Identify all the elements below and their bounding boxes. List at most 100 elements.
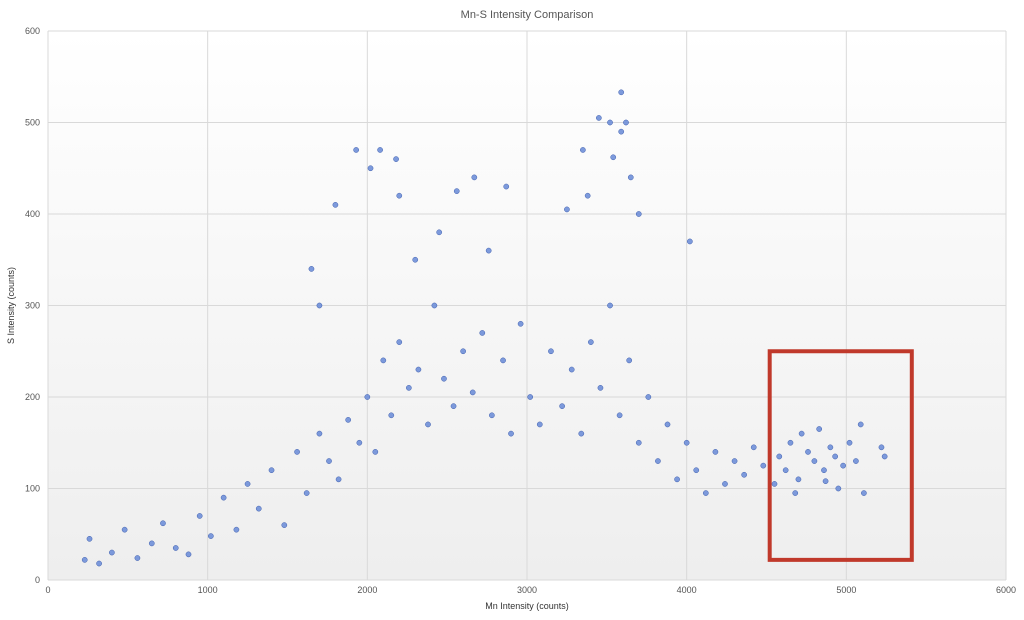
data-point [244, 481, 251, 487]
data-point [172, 545, 179, 551]
x-tick-label: 2000 [357, 585, 377, 595]
data-point [469, 389, 476, 396]
data-point [623, 119, 629, 126]
y-tick-label: 200 [25, 392, 40, 402]
y-tick-label: 500 [25, 118, 40, 128]
x-tick-label: 1000 [198, 585, 218, 595]
data-point [364, 394, 371, 400]
data-point [702, 490, 709, 496]
y-tick-label: 600 [25, 26, 40, 36]
data-point [782, 467, 789, 474]
data-point [840, 462, 846, 469]
data-point [821, 467, 827, 474]
y-tick-label: 400 [25, 209, 40, 219]
data-point [798, 430, 805, 437]
data-point [795, 476, 802, 483]
data-point [268, 467, 275, 474]
data-point [148, 540, 155, 547]
x-tick-label: 4000 [677, 585, 697, 595]
data-point [776, 453, 783, 460]
data-point [208, 533, 214, 539]
data-point [816, 426, 823, 432]
x-tick-label: 0 [45, 585, 50, 595]
data-point [196, 513, 203, 519]
data-point [160, 520, 166, 527]
data-point [822, 478, 829, 485]
highlight-rectangle [767, 349, 914, 562]
data-point [787, 439, 794, 446]
data-point [564, 206, 570, 213]
data-point [405, 385, 412, 391]
data-point [616, 412, 623, 419]
data-point [568, 366, 575, 373]
data-point [489, 412, 495, 419]
y-axis-label: S Intensity (counts) [6, 267, 16, 344]
chart-title: Mn-S Intensity Comparison [461, 9, 594, 21]
data-point [674, 476, 680, 483]
grid-lines [47, 30, 1007, 581]
data-point [712, 449, 719, 455]
data-points [81, 89, 888, 567]
data-point [308, 266, 315, 272]
highlight-box-layer [767, 349, 914, 562]
data-point [436, 229, 443, 236]
y-tick-label: 300 [25, 301, 40, 311]
data-point [580, 147, 586, 153]
data-point [367, 165, 374, 172]
data-point [303, 490, 310, 496]
data-point [255, 505, 262, 512]
x-axis-label: Mn Intensity (counts) [485, 601, 569, 611]
data-point [827, 444, 834, 451]
data-point [86, 535, 93, 542]
data-point [380, 357, 387, 364]
data-point [356, 439, 363, 446]
data-point [846, 439, 853, 446]
data-point [335, 476, 342, 483]
data-point [607, 302, 613, 309]
data-point [618, 89, 625, 96]
data-point [185, 551, 192, 558]
data-point [527, 394, 534, 400]
data-point [607, 119, 613, 126]
data-point [316, 430, 323, 437]
data-point [450, 403, 457, 409]
data-point [294, 449, 300, 455]
data-point [500, 357, 506, 364]
data-point [388, 412, 395, 419]
data-point [741, 471, 747, 478]
data-point [96, 560, 102, 567]
data-point [578, 430, 585, 437]
x-tick-label: 6000 [996, 585, 1016, 595]
data-point [627, 174, 634, 181]
data-point [861, 490, 867, 496]
data-point [121, 526, 128, 533]
data-point [485, 247, 492, 254]
data-point [584, 192, 591, 199]
data-point [588, 339, 594, 345]
data-point [81, 557, 88, 563]
data-point [731, 458, 738, 464]
x-tick-label: 3000 [517, 585, 537, 595]
data-point [332, 202, 339, 208]
data-point [460, 348, 466, 355]
data-point [683, 439, 690, 446]
data-point [853, 458, 859, 464]
data-point [626, 357, 633, 364]
data-point [316, 302, 323, 309]
data-point [431, 302, 438, 309]
data-point [687, 238, 693, 245]
data-point [559, 403, 565, 409]
data-point [471, 174, 478, 181]
data-point [878, 444, 885, 451]
data-point [645, 394, 652, 400]
data-point [722, 481, 728, 487]
data-point [517, 320, 524, 327]
x-tick-label: 5000 [836, 585, 856, 595]
data-point [353, 147, 360, 153]
data-point [832, 453, 839, 460]
data-point [326, 458, 332, 464]
data-point [109, 549, 115, 556]
data-point [635, 439, 642, 446]
